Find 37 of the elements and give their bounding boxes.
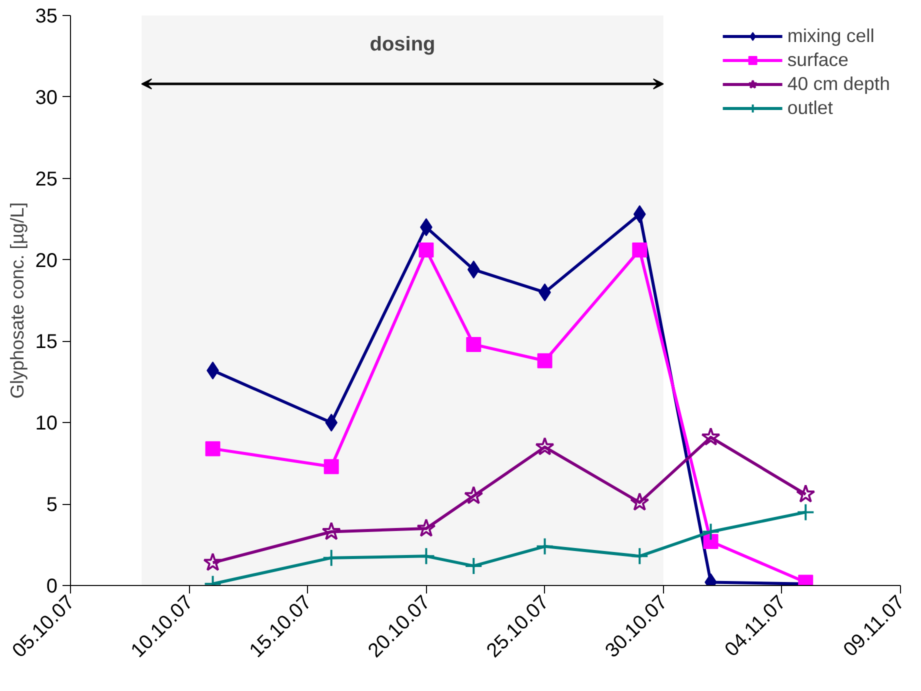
- point: [630, 547, 649, 566]
- point: [630, 492, 650, 511]
- y-tick-label: 20: [35, 250, 58, 272]
- point: [703, 534, 718, 550]
- point: [325, 414, 338, 432]
- y-tick-label: 30: [35, 86, 58, 109]
- point: [418, 242, 434, 258]
- y-tick-label: 10: [35, 412, 58, 435]
- point: [324, 459, 339, 474]
- point: [464, 556, 483, 575]
- legend-label: 40 cm depth: [787, 73, 890, 95]
- point: [467, 260, 480, 279]
- y-tick-label: 25: [35, 168, 58, 190]
- point: [322, 522, 341, 540]
- point: [205, 441, 220, 456]
- legend-label: mixing cell: [787, 25, 874, 47]
- point: [416, 518, 436, 537]
- point: [633, 205, 646, 224]
- point: [535, 437, 554, 456]
- point: [702, 522, 720, 541]
- point: [536, 537, 554, 556]
- point: [203, 552, 222, 571]
- y-tick-label: 35: [35, 6, 58, 28]
- y-tick-label: 5: [46, 494, 58, 516]
- y-tick-label: 15: [35, 331, 58, 354]
- point: [701, 427, 720, 446]
- point: [632, 242, 648, 258]
- point: [796, 503, 815, 522]
- point: [796, 484, 816, 503]
- band-label: dosing: [370, 33, 436, 56]
- point: [464, 486, 484, 504]
- y-tick-label: 0: [46, 576, 58, 598]
- legend-label: outlet: [787, 97, 833, 119]
- y-axis-title: Glyphosate conc. [µg/L]: [6, 202, 28, 399]
- legend-label: surface: [787, 49, 848, 71]
- point: [466, 336, 482, 352]
- point: [537, 353, 552, 368]
